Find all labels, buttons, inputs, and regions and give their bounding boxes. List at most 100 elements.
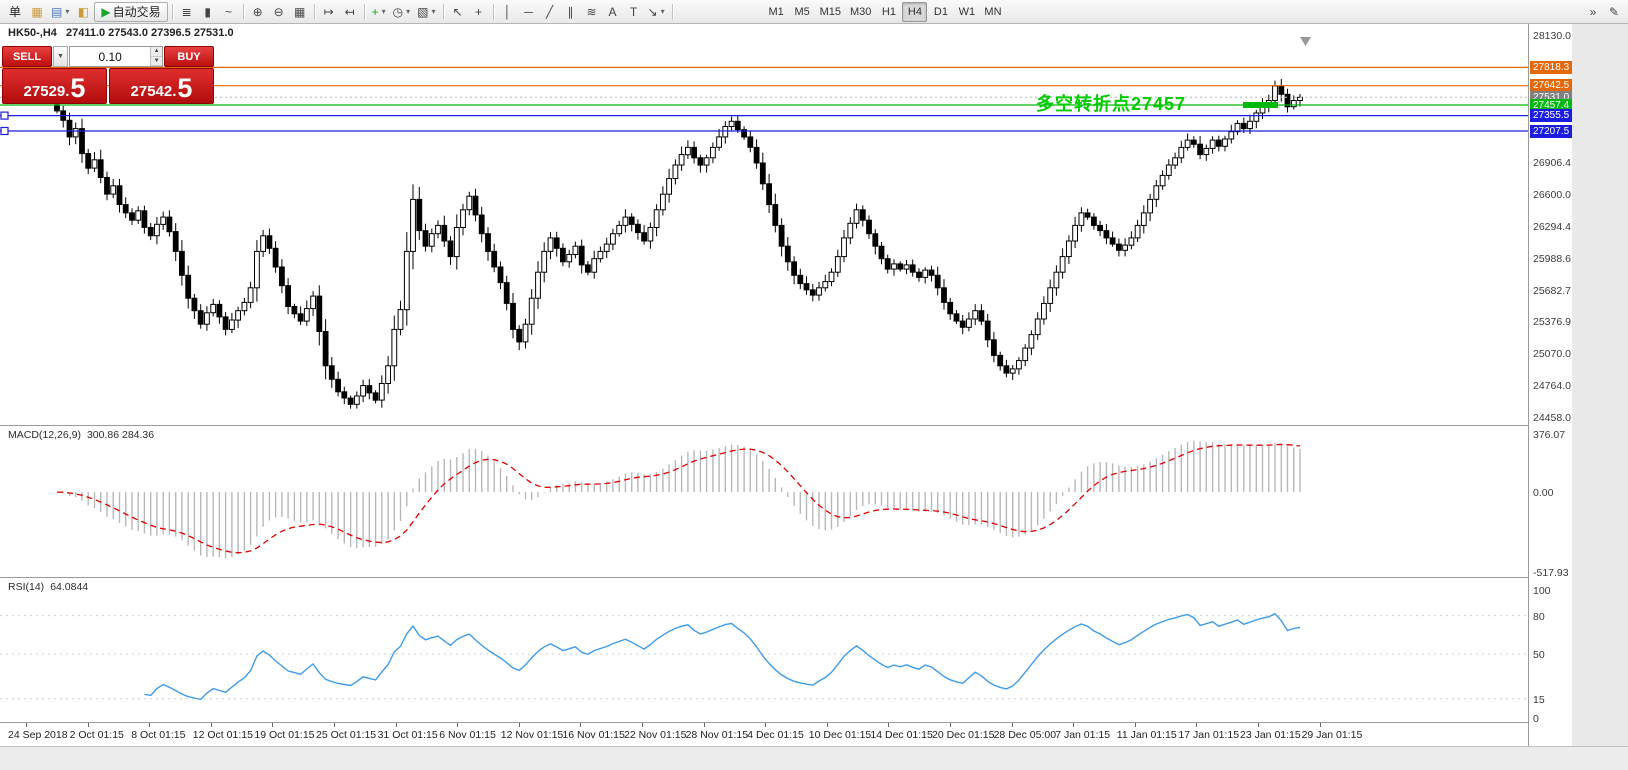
crosshair-icon[interactable]: + xyxy=(469,2,489,22)
time-axis[interactable]: 24 Sep 2018 2 Oct 01:15 8 Oct 01:15 12 Oct … xyxy=(0,722,1528,746)
fibonacci-icon[interactable]: ≋ xyxy=(582,2,602,22)
tile-windows-icon-glyph: ▦ xyxy=(293,4,306,19)
price-axis-label: 25682.7 xyxy=(1533,284,1571,297)
price-axis-label: 26906.4 xyxy=(1533,157,1571,170)
autotrading-button[interactable]: ▶ 自动交易 xyxy=(94,1,168,22)
zoom-in-icon-glyph: ⊕ xyxy=(252,4,263,19)
toolbar-separator xyxy=(242,3,244,20)
rsi-panel[interactable] xyxy=(0,577,1528,722)
pivot-line-27457-segment[interactable] xyxy=(1243,102,1278,108)
timeframe-w1-button[interactable]: W1 xyxy=(954,2,979,22)
price-axis-label: 25070.0 xyxy=(1533,348,1571,361)
vertical-line-icon[interactable]: │ xyxy=(498,2,518,22)
resistance-line-1-price-tag: 27818.3 xyxy=(1530,60,1573,74)
trendline-icon[interactable]: ╱ xyxy=(540,2,560,22)
timeframe-m15-button[interactable]: M15 xyxy=(816,2,845,22)
one-click-options-button[interactable]: ▼ xyxy=(53,46,68,67)
toolbar-separator xyxy=(171,3,173,20)
auto-scroll-icon[interactable]: ↦ xyxy=(319,2,339,22)
auto-scroll-icon-glyph: ↦ xyxy=(323,4,334,19)
time-axis-tick xyxy=(826,723,828,727)
symbol-period-label: HK50-,H4 xyxy=(8,27,57,39)
channel-icon[interactable]: ∥ xyxy=(561,2,581,22)
volume-decrease-button[interactable]: ▼ xyxy=(151,56,162,66)
zoom-out-icon[interactable]: ⊖ xyxy=(269,2,289,22)
candlestick-chart-icon[interactable]: ▮ xyxy=(198,2,218,22)
line-chart-icon-glyph: ~ xyxy=(225,4,233,19)
macd-title: MACD(12,26,9) xyxy=(8,429,81,441)
bar-chart-icon-glyph: ≣ xyxy=(181,4,192,19)
support-line-1-handle[interactable] xyxy=(0,111,9,120)
toolbar-overflow-icon[interactable]: » xyxy=(1583,2,1603,22)
timeframe-m5-button[interactable]: M5 xyxy=(790,2,815,22)
chart-shift-marker[interactable] xyxy=(1300,37,1311,46)
time-axis-label: 19 Oct 01:15 xyxy=(254,729,315,741)
tile-windows-icon[interactable]: ▦ xyxy=(290,2,310,22)
time-axis-tick xyxy=(1011,723,1013,727)
bid-price-display[interactable]: 27529. 5 xyxy=(2,68,107,104)
time-axis-label: 10 Dec 01:15 xyxy=(808,729,872,741)
arrows-icon[interactable]: ↘ ▾ xyxy=(645,2,668,22)
ask-price-main: 27542. xyxy=(130,82,177,100)
rsi-indicator-label: RSI(14) 64.0844 xyxy=(8,581,88,593)
time-axis-label: 2 Oct 01:15 xyxy=(69,729,124,741)
support-line-2-handle[interactable] xyxy=(0,126,9,136)
resistance-line-2-price-tag: 27642.5 xyxy=(1530,79,1573,93)
cursor-icon[interactable]: ↖ xyxy=(448,2,468,22)
ask-price-display[interactable]: 27542. 5 xyxy=(109,68,214,104)
bar-chart-icon[interactable]: ≣ xyxy=(177,2,197,22)
ask-price-big-digit: 5 xyxy=(177,73,193,104)
line-chart-icon[interactable]: ~ xyxy=(219,2,239,22)
buy-button[interactable]: BUY xyxy=(164,46,214,67)
time-axis-tick xyxy=(765,723,767,727)
time-axis-tick xyxy=(395,723,397,727)
time-axis-label: 17 Jan 01:15 xyxy=(1178,729,1240,741)
time-axis-label: 11 Jan 01:15 xyxy=(1116,729,1177,741)
price-axis-label: 26600.0 xyxy=(1533,189,1571,202)
toolbar-customize-icon[interactable]: ✎ xyxy=(1604,2,1624,22)
time-axis-tick xyxy=(518,723,520,727)
price-chart[interactable] xyxy=(0,24,1528,425)
market-watch-icon[interactable]: ◧ xyxy=(73,2,93,22)
time-axis-tick xyxy=(87,723,89,727)
time-axis-label: 8 Oct 01:15 xyxy=(131,729,186,741)
macd-axis-label: 0.00 xyxy=(1533,487,1554,500)
macd-panel[interactable] xyxy=(0,425,1528,577)
time-axis-tick xyxy=(1319,723,1321,727)
zoom-in-icon[interactable]: ⊕ xyxy=(248,2,268,22)
timeframe-mn-button[interactable]: MN xyxy=(980,2,1005,22)
horizontal-line-icon[interactable]: ─ xyxy=(519,2,539,22)
time-axis-tick xyxy=(272,723,274,727)
pivot-annotation[interactable]: 多空转折点27457 xyxy=(1036,94,1187,114)
time-axis-tick xyxy=(642,723,643,727)
price-axis-label: 25988.6 xyxy=(1533,252,1571,265)
time-axis-tick xyxy=(950,723,951,727)
indicators-icon[interactable]: + ▾ xyxy=(369,2,389,22)
sell-button[interactable]: SELL xyxy=(2,46,52,67)
time-axis-tick xyxy=(334,723,335,727)
new-chart-icon[interactable]: ▦ xyxy=(27,2,47,22)
periods-icon[interactable]: ◷ ▾ xyxy=(390,2,414,22)
text-icon[interactable]: A xyxy=(603,2,623,22)
timeframe-d1-button[interactable]: D1 xyxy=(928,2,953,22)
profiles-icon[interactable]: ▤ ▾ xyxy=(48,2,72,22)
ohlc-values: 27411.0 27543.0 27396.5 27531.0 xyxy=(65,27,234,39)
profiles-icon-glyph: ▤ xyxy=(51,4,63,19)
time-axis-label: 14 Dec 01:15 xyxy=(870,729,933,741)
templates-icon[interactable]: ▧ ▾ xyxy=(414,2,438,22)
status-bar xyxy=(0,746,1628,770)
time-axis-label: 12 Nov 01:15 xyxy=(500,729,564,741)
label-icon[interactable]: T xyxy=(624,2,644,22)
timeframe-m1-button[interactable]: M1 xyxy=(764,2,789,22)
time-axis-tick xyxy=(580,723,582,727)
arrows-icon-glyph: ↘ xyxy=(647,4,658,19)
new-order-button[interactable]: 单 xyxy=(4,2,26,22)
volume-input[interactable] xyxy=(70,47,151,66)
time-axis-label: 12 Oct 01:15 xyxy=(192,729,253,741)
chart-shift-icon[interactable]: ↤ xyxy=(340,2,360,22)
timeframe-h4-button[interactable]: H4 xyxy=(902,1,928,22)
time-axis-label: 16 Nov 01:15 xyxy=(562,729,625,741)
timeframe-h1-button[interactable]: H1 xyxy=(876,2,901,22)
volume-increase-button[interactable]: ▲ xyxy=(151,47,162,57)
timeframe-m30-button[interactable]: M30 xyxy=(846,2,875,22)
